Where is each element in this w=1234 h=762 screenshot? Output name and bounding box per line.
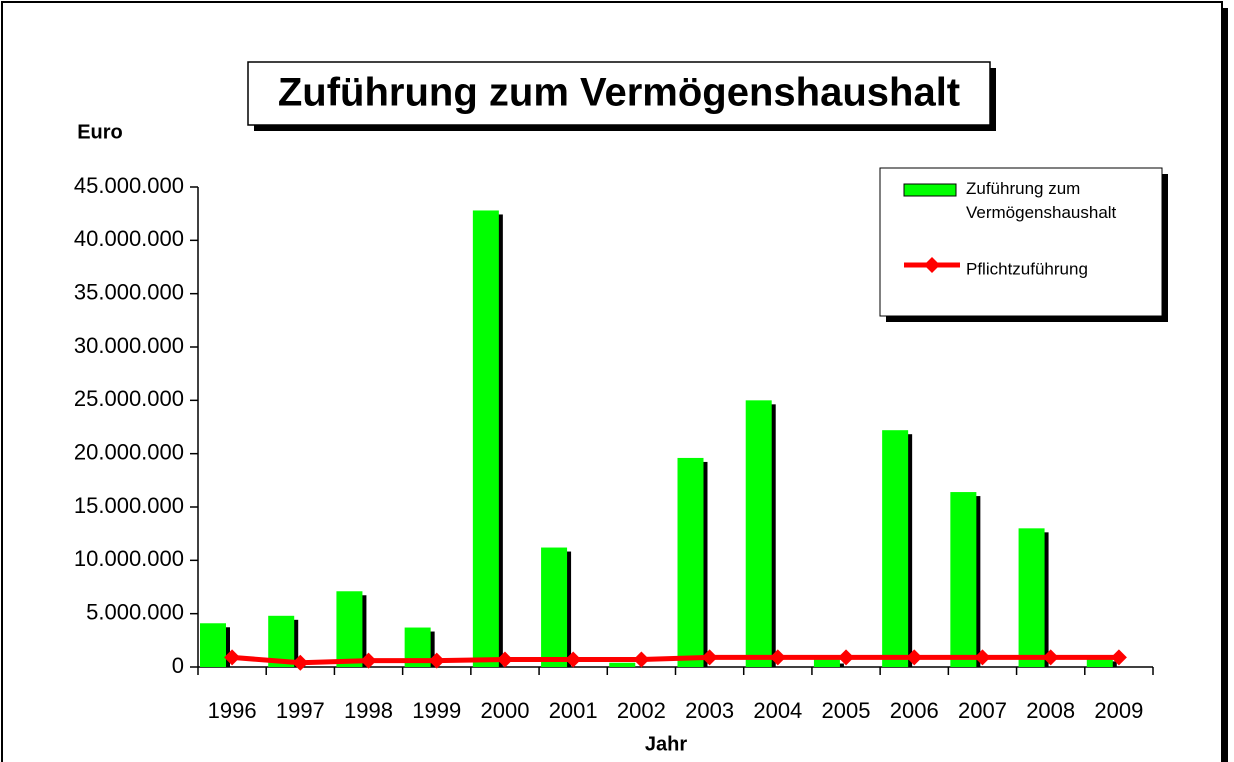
line-marker (224, 649, 241, 666)
x-tick-label: 2007 (958, 698, 1007, 723)
y-tick-label: 40.000.000 (74, 226, 184, 251)
line-marker (1042, 649, 1059, 666)
x-tick-label: 2004 (753, 698, 802, 723)
y-tick-label: 25.000.000 (74, 386, 184, 411)
y-tick-label: 15.000.000 (74, 493, 184, 518)
bar (813, 659, 840, 667)
x-axis-title: Jahr (645, 733, 687, 755)
y-tick-label: 0 (172, 653, 184, 678)
legend-label: Pflichtzuführung (966, 259, 1088, 278)
line-marker (292, 654, 309, 671)
x-tick-label: 2005 (822, 698, 871, 723)
y-tick-label: 35.000.000 (74, 279, 184, 304)
x-tick-label: 1996 (208, 698, 257, 723)
y-tick-label: 10.000.000 (74, 546, 184, 571)
bar (1086, 657, 1113, 667)
bar (950, 492, 977, 667)
x-tick-label: 2006 (890, 698, 939, 723)
bar (1018, 528, 1045, 667)
frame-shadow (1222, 8, 1228, 762)
legend-marker (924, 257, 940, 273)
legend-label: Zuführung zum Vermögenshaushalt (966, 179, 1117, 222)
line-marker (496, 651, 513, 668)
bar (200, 623, 226, 667)
x-tick-label: 2009 (1094, 698, 1143, 723)
y-tick-label: 45.000.000 (74, 173, 184, 198)
bar (677, 457, 704, 667)
bar (541, 547, 568, 667)
line-marker (633, 651, 650, 668)
bar (609, 662, 636, 667)
y-tick-label: 20.000.000 (74, 439, 184, 464)
line-marker (565, 651, 582, 668)
bar (336, 591, 363, 667)
bar (472, 210, 499, 667)
y-axis-title: Euro (77, 121, 123, 143)
y-tick-label: 5.000.000 (86, 599, 184, 624)
y-tick-label: 30.000.000 (74, 333, 184, 358)
title-box (247, 61, 991, 126)
bar (882, 430, 909, 667)
x-tick-label: 2008 (1026, 698, 1075, 723)
line-marker (428, 652, 445, 669)
line-marker (974, 649, 991, 666)
line-marker (701, 649, 718, 666)
line-marker (906, 649, 923, 666)
x-tick-label: 1997 (276, 698, 325, 723)
chart-title: Zuführung zum Vermögenshaushalt (278, 71, 960, 115)
x-tick-label: 2003 (685, 698, 734, 723)
line-marker (769, 649, 786, 666)
x-tick-label: 1999 (412, 698, 461, 723)
x-tick-label: 2001 (549, 698, 598, 723)
legend-swatch (903, 183, 957, 197)
line-marker (1110, 649, 1127, 666)
line-marker (360, 652, 377, 669)
x-tick-label: 2002 (617, 698, 666, 723)
line-marker (838, 649, 855, 666)
x-tick-label: 1998 (344, 698, 393, 723)
bar (745, 400, 772, 667)
line (231, 654, 1119, 666)
x-tick-label: 2000 (480, 698, 529, 723)
